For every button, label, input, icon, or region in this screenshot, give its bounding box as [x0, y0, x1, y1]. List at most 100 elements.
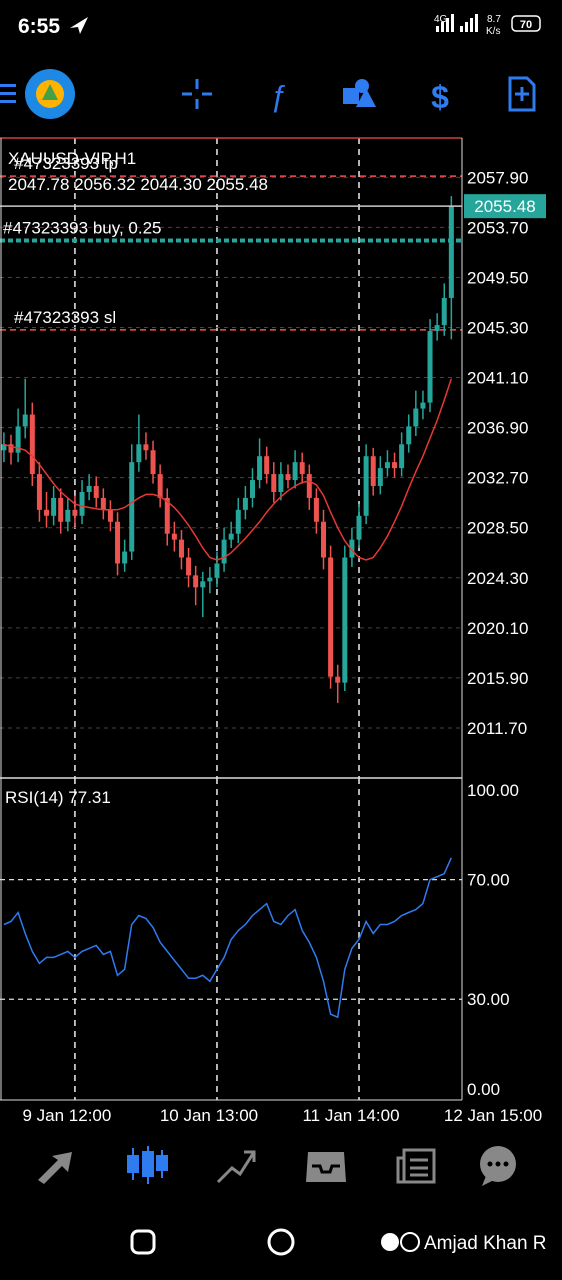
telegram-icon — [70, 17, 88, 34]
news-tab[interactable] — [396, 1148, 436, 1184]
candle-body — [51, 497, 57, 516]
recents-button[interactable] — [130, 1229, 156, 1255]
candle-body — [413, 408, 419, 427]
order-label: #47323393 buy, 0.25 — [3, 218, 162, 237]
new-order-button[interactable] — [508, 76, 536, 112]
candle-body — [214, 563, 220, 578]
watermark-icon — [400, 1232, 420, 1252]
candle-body — [427, 331, 433, 403]
candle-body — [342, 557, 348, 683]
candle-body — [44, 509, 50, 516]
candle-body — [328, 557, 334, 677]
trade-button[interactable]: $ — [431, 79, 449, 115]
candle-body — [1, 444, 7, 451]
quotes-tab[interactable] — [38, 1152, 72, 1184]
candle-body — [399, 444, 405, 469]
y-tick-label: 2011.70 — [467, 719, 527, 738]
home-button[interactable] — [267, 1228, 295, 1256]
candle-body — [271, 474, 277, 492]
indicators-button[interactable]: ƒ — [270, 80, 287, 113]
candle-body — [349, 539, 355, 558]
y-tick-label: 2049.50 — [467, 268, 528, 287]
candle-body — [107, 509, 113, 522]
account-logo[interactable] — [25, 69, 75, 119]
candle-body — [285, 474, 291, 481]
candle-body — [441, 297, 447, 326]
candle-body — [313, 497, 319, 522]
candle-body — [434, 325, 440, 332]
x-tick-label: 10 Jan 13:00 — [160, 1106, 258, 1125]
chat-tab[interactable] — [480, 1146, 516, 1186]
candle-body — [200, 581, 206, 588]
candle-body — [178, 539, 184, 558]
candle-body — [335, 676, 341, 683]
candle-body — [292, 462, 298, 481]
candle-body — [257, 456, 263, 481]
candle-body — [306, 474, 312, 498]
watermark-text: Amjad Khan R — [424, 1233, 547, 1254]
candle-body — [65, 509, 71, 522]
battery-frame — [511, 15, 541, 32]
candle-body — [115, 521, 121, 564]
candle-body — [122, 551, 128, 564]
rsi-title: RSI(14) 77.31 — [5, 788, 111, 807]
candle-body — [15, 426, 21, 453]
objects-button[interactable] — [343, 79, 376, 107]
moving-average — [3, 378, 453, 561]
candle-body — [8, 444, 14, 453]
candle-body — [406, 426, 412, 445]
y-tick-label: 2032.70 — [467, 469, 528, 488]
rsi-line — [3, 857, 452, 1019]
candle-body — [370, 456, 376, 487]
candle-body — [157, 474, 163, 498]
battery-level: 70 — [520, 19, 532, 31]
candle-body — [278, 474, 284, 492]
order-label: #47323393 sl — [14, 308, 116, 327]
candle-body — [22, 414, 28, 427]
history-tab[interactable] — [306, 1152, 346, 1182]
candle-body — [58, 497, 64, 522]
candle-body — [235, 509, 241, 534]
candle-body — [29, 414, 35, 475]
candle-body — [79, 491, 85, 516]
trade-tab[interactable] — [216, 1150, 256, 1184]
y-tick-label: 0.00 — [467, 1080, 500, 1099]
menu-button[interactable] — [0, 84, 16, 103]
network-type: 4G — [434, 14, 448, 25]
candle-body — [164, 497, 170, 534]
candle-body — [249, 480, 255, 498]
candle-body — [356, 515, 362, 540]
y-tick-label: 2045.30 — [467, 318, 528, 337]
candle-body — [392, 462, 398, 469]
status-time: 6:55 — [18, 15, 60, 38]
candle-body — [448, 206, 454, 298]
chart-tab[interactable] — [127, 1146, 168, 1184]
candle-body — [36, 474, 42, 510]
price-tag — [464, 194, 546, 219]
y-tick-label: 100.00 — [467, 781, 519, 800]
ohlc-text: 2047.78 2056.32 2044.30 2055.48 — [8, 175, 268, 194]
watermark-icon — [381, 1233, 399, 1251]
y-tick-label: 2028.50 — [467, 519, 528, 538]
candle-body — [420, 402, 426, 409]
candle-body — [221, 539, 227, 564]
candle-body — [207, 577, 213, 582]
y-tick-label: 2020.10 — [467, 619, 528, 638]
y-tick-label: 2024.30 — [467, 569, 528, 588]
candle-body — [377, 468, 383, 487]
crosshair-button[interactable] — [182, 79, 212, 109]
candle-body — [228, 533, 234, 540]
candle-body — [136, 444, 142, 463]
y-tick-label: 2015.90 — [467, 669, 528, 688]
candle-body — [264, 456, 270, 475]
y-tick-label: 2036.90 — [467, 419, 528, 438]
y-tick-label: 2041.10 — [467, 369, 528, 388]
candle-body — [384, 462, 390, 469]
candle-body — [171, 533, 177, 540]
candle-body — [150, 450, 156, 475]
y-tick-label: 2053.70 — [467, 218, 528, 237]
x-tick-label: 12 Jan 15:00 — [444, 1106, 542, 1125]
candle-body — [193, 575, 199, 588]
x-tick-label: 9 Jan 12:00 — [22, 1106, 111, 1125]
